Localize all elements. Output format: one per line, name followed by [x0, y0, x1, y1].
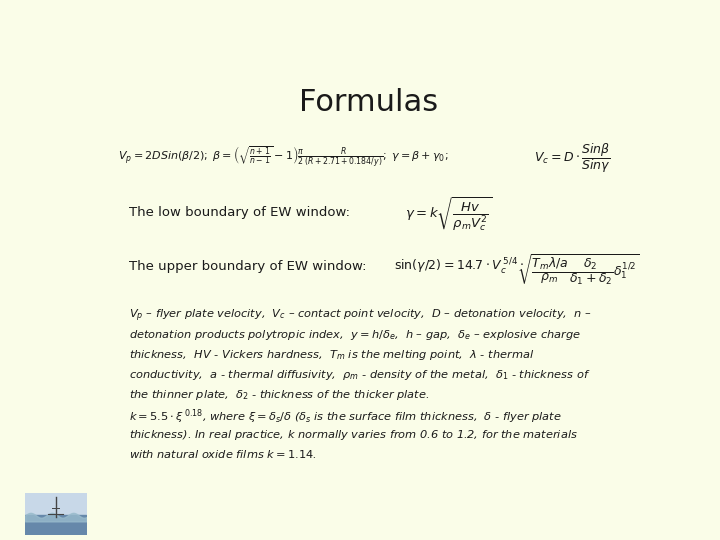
Text: detonation products polytropic index,  $y = h/\delta_e$,  $h$ – gap,  $\delta_e$: detonation products polytropic index, $y… — [129, 328, 581, 342]
Text: The upper boundary of EW window:: The upper boundary of EW window: — [129, 260, 366, 273]
Text: $\gamma = k\sqrt{\dfrac{Hv}{\rho_m V_c^2}}$: $\gamma = k\sqrt{\dfrac{Hv}{\rho_m V_c^2… — [405, 195, 492, 233]
Text: with natural oxide films $k = 1.14$.: with natural oxide films $k = 1.14$. — [129, 448, 317, 460]
Text: $\sin(\gamma/2) = 14.7\cdot V_c^{\,5/4}\cdot$: $\sin(\gamma/2) = 14.7\cdot V_c^{\,5/4}\… — [394, 256, 524, 276]
Text: thickness). In real practice, $k$ normally varies from 0.6 to 1.2, for the mater: thickness). In real practice, $k$ normal… — [129, 428, 578, 442]
Text: the thinner plate,  $\delta_2$ - thickness of the thicker plate.: the thinner plate, $\delta_2$ - thicknes… — [129, 388, 429, 402]
Text: $k = 5.5\cdot\xi^{\,0.18}$, where $\xi = \delta_s/\delta$ ($\delta_s$ is the sur: $k = 5.5\cdot\xi^{\,0.18}$, where $\xi =… — [129, 408, 562, 427]
Text: Formulas: Formulas — [300, 87, 438, 117]
Text: $V_p$ – flyer plate velocity,  $V_c$ – contact point velocity,  $D$ – detonation: $V_p$ – flyer plate velocity, $V_c$ – co… — [129, 308, 592, 325]
Text: $\sqrt{\dfrac{T_m\lambda/a}{\rho_m}\dfrac{\delta_2}{\delta_1+\delta_2}\delta_1^{: $\sqrt{\dfrac{T_m\lambda/a}{\rho_m}\dfra… — [517, 253, 639, 288]
Text: $V_c = D\cdot\dfrac{Sin\beta}{Sin\gamma}$: $V_c = D\cdot\dfrac{Sin\beta}{Sin\gamma}… — [534, 141, 611, 176]
Text: conductivity,  $a$ - thermal diffusivity,  $\rho_m$ - density of the metal,  $\d: conductivity, $a$ - thermal diffusivity,… — [129, 368, 590, 382]
Text: thickness,  $HV$ - Vickers hardness,  $T_m$ is the melting point,  $\lambda$ - t: thickness, $HV$ - Vickers hardness, $T_m… — [129, 348, 534, 362]
Text: The low boundary of EW window:: The low boundary of EW window: — [129, 206, 350, 219]
Text: $V_p = 2DSin(\beta/2);\; \beta = \left(\sqrt{\frac{n+1}{n-1}}-1\right)\frac{\pi}: $V_p = 2DSin(\beta/2);\; \beta = \left(\… — [118, 144, 449, 168]
